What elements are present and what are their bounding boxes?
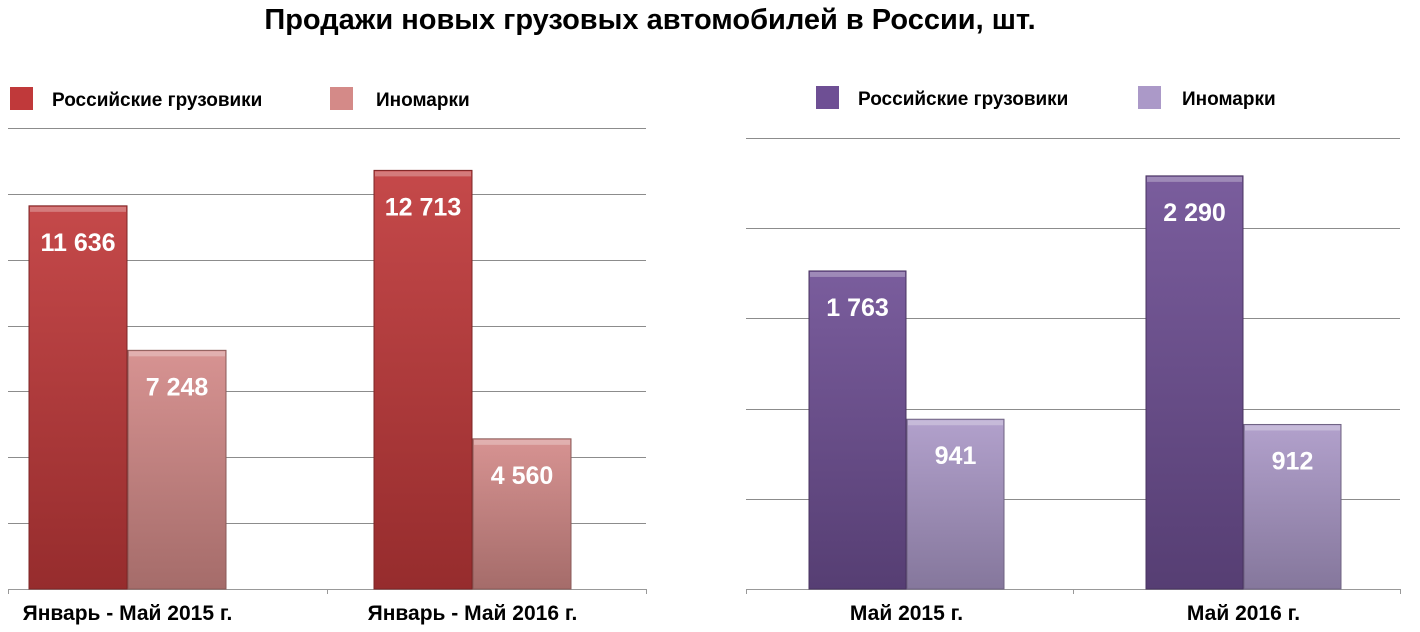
legend-label: Иномарки	[1182, 89, 1276, 110]
legend-swatch	[330, 87, 353, 110]
legend-label: Иномарки	[376, 90, 470, 111]
legend-item: Российские грузовики	[10, 87, 262, 111]
bar-highlight	[375, 171, 471, 177]
bar-highlight	[30, 206, 126, 212]
legend-item: Российские грузовики	[816, 86, 1068, 110]
category-label: Май 2016 г.	[1187, 602, 1300, 625]
data-label: 941	[935, 442, 977, 470]
bar-highlight	[810, 271, 905, 277]
data-label: 1 763	[826, 294, 889, 322]
bar-highlight	[1147, 176, 1242, 182]
chart-2: 1 763 941 Май 2015 г. 2 290 912 Май 2016 г. Ро…	[746, 86, 1401, 625]
legend-swatch	[10, 87, 33, 110]
data-label: 11 636	[40, 229, 115, 257]
data-label: 912	[1272, 447, 1314, 475]
data-label: 12 713	[385, 193, 461, 221]
bar	[28, 205, 128, 590]
legend-swatch	[1138, 86, 1161, 109]
bar-highlight	[908, 420, 1003, 426]
bar-highlight	[129, 351, 225, 357]
data-label: 4 560	[491, 462, 554, 490]
category-label: Январь - Май 2016 г.	[368, 602, 578, 625]
bar	[906, 418, 1005, 590]
chart-title: Продажи новых грузовых автомобилей в Рос…	[264, 4, 1036, 36]
legend-item: Иномарки	[1138, 86, 1276, 110]
category-label: Январь - Май 2015 г.	[23, 602, 233, 625]
legend-swatch	[816, 86, 839, 109]
bar-highlight	[474, 439, 570, 445]
chart-1: 11 636 7 248 Январь - Май 2015 г. 12 713 4 5…	[8, 87, 647, 625]
bar-highlight	[1245, 425, 1340, 431]
bar	[472, 438, 572, 590]
bar	[1243, 423, 1342, 590]
data-label: 2 290	[1163, 199, 1226, 227]
data-label: 7 248	[146, 373, 209, 401]
category-label: Май 2015 г.	[850, 602, 963, 625]
legend-label: Российские грузовики	[858, 89, 1068, 110]
bar	[373, 169, 473, 590]
bar	[1145, 175, 1244, 590]
bar	[808, 270, 907, 590]
legend-item: Иномарки	[330, 87, 470, 111]
legend-label: Российские грузовики	[52, 90, 262, 111]
bar	[127, 349, 227, 590]
